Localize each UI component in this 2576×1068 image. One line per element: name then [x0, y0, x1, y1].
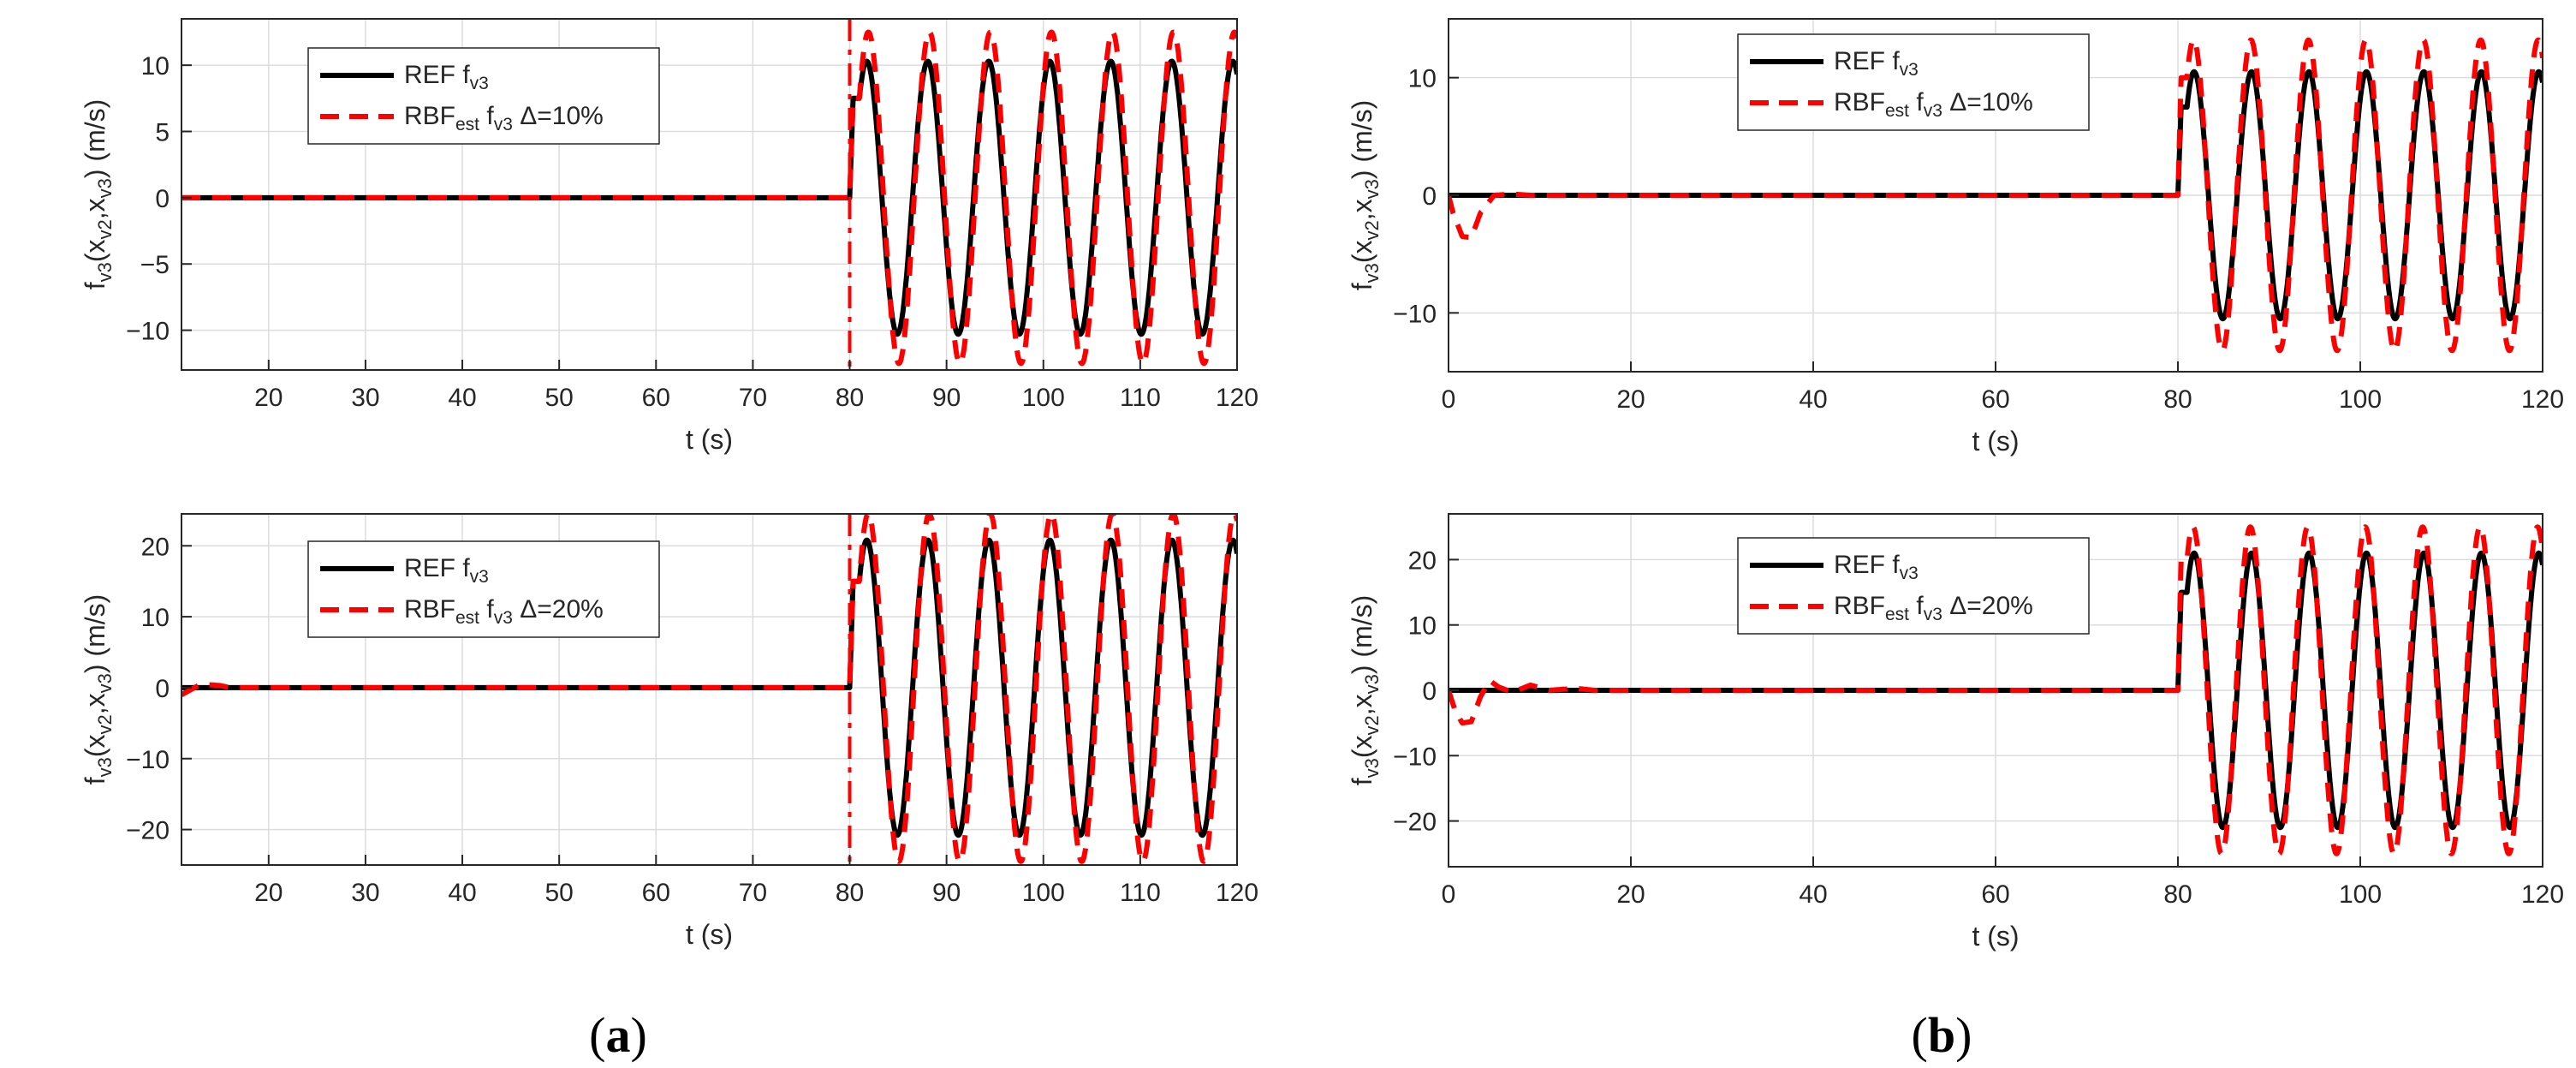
x-tick-label: 60	[1981, 385, 2009, 414]
legend: REF fv3 RBFest fv3 Δ=10%	[307, 47, 660, 145]
chart-b-top: 0 20 40 60 80 100 120 −10 0 10 t (s) fv3(xv2,xv3) (…	[1347, 18, 2564, 456]
legend: REF fv3 RBFest fv3 Δ=10%	[1737, 33, 2090, 131]
x-tick-label: 80	[2163, 385, 2192, 414]
y-tick-label: 0	[1422, 182, 1437, 211]
panel-label-b: (b)	[1912, 1007, 1972, 1063]
x-axis-label: t (s)	[1972, 921, 2019, 952]
series-layer	[1449, 524, 2543, 856]
x-tick-label: 120	[1216, 384, 1258, 412]
y-tick-label: 0	[155, 185, 170, 213]
series-line-est	[181, 29, 1237, 367]
series-line-est	[181, 514, 1237, 864]
x-tick-label: 90	[932, 384, 961, 412]
series-layer	[181, 29, 1237, 367]
x-tick-label: 20	[1616, 880, 1645, 909]
panel-label-a: (a)	[589, 1007, 647, 1063]
y-tick-label: 10	[1408, 612, 1437, 641]
series-layer	[181, 514, 1237, 864]
x-tick-label: 40	[448, 384, 476, 412]
y-axis-label: fv3(xv2,xv3) (m/s)	[80, 594, 116, 785]
x-tick-label: 0	[1442, 880, 1456, 909]
y-tick-label: −10	[1393, 743, 1437, 771]
y-tick-label: 10	[141, 52, 170, 81]
x-tick-label: 100	[1022, 879, 1065, 907]
legend: REF fv3 RBFest fv3 Δ=20%	[307, 540, 660, 638]
legend: REF fv3 RBFest fv3 Δ=20%	[1737, 537, 2090, 635]
y-tick-label: 0	[155, 675, 170, 703]
x-tick-label: 80	[836, 384, 864, 412]
y-tick-label: −5	[140, 251, 170, 279]
legend-entry-est: RBFest fv3 Δ=20%	[404, 595, 604, 628]
x-tick-label: 60	[642, 384, 670, 412]
x-tick-label: 80	[2163, 880, 2192, 909]
x-tick-label: 80	[836, 879, 864, 907]
x-tick-label: 30	[351, 384, 379, 412]
x-axis-label: t (s)	[686, 424, 733, 455]
legend-box	[1737, 537, 2090, 635]
x-axis-label: t (s)	[1972, 426, 2019, 456]
y-tick-label: 10	[141, 604, 170, 632]
x-tick-label: 20	[254, 879, 283, 907]
x-tick-label: 70	[739, 384, 767, 412]
x-tick-label: 60	[642, 879, 670, 907]
legend-entry-ref: REF fv3	[1834, 47, 1919, 80]
chart-b-bottom: 0 20 40 60 80 100 120 −20 −10 0 10 20 t (s) fv3(xv2,x…	[1347, 513, 2564, 952]
series-layer	[1449, 37, 2543, 354]
chart-a-top: 20 30 40 50 60 70 80 90 100 110 120 −10 −5 0 5 10 t (s) f…	[80, 18, 1258, 455]
x-tick-label: 100	[2339, 880, 2382, 909]
x-tick-label: 60	[1981, 880, 2009, 909]
legend-entry-ref: REF fv3	[404, 61, 489, 93]
axes-box	[181, 18, 1238, 371]
axes-box	[181, 513, 1238, 866]
x-tick-label: 70	[739, 879, 767, 907]
y-axis-label: fv3(xv2,xv3) (m/s)	[1347, 595, 1383, 786]
x-tick-label: 40	[1799, 385, 1827, 414]
y-tick-label: −10	[126, 318, 170, 346]
x-tick-label: 120	[2521, 385, 2564, 414]
x-tick-label: 100	[2339, 385, 2382, 414]
legend-box	[307, 540, 660, 638]
y-tick-label: 20	[1408, 546, 1437, 575]
legend-entry-ref: REF fv3	[1834, 551, 1919, 583]
y-tick-label: −20	[1393, 808, 1437, 837]
x-tick-label: 50	[544, 879, 573, 907]
y-tick-label: −20	[126, 817, 170, 845]
x-tick-label: 20	[254, 384, 283, 412]
x-tick-label: 120	[2521, 880, 2564, 909]
y-tick-label: −10	[126, 746, 170, 774]
x-tick-label: 40	[448, 879, 476, 907]
x-tick-label: 0	[1442, 385, 1456, 414]
x-tick-label: 100	[1022, 384, 1065, 412]
x-tick-label: 50	[544, 384, 573, 412]
y-axis-label: fv3(xv2,xv3) (m/s)	[1347, 100, 1383, 291]
y-tick-label: 10	[1408, 65, 1437, 93]
legend-entry-est: RBFest fv3 Δ=20%	[1834, 592, 2033, 624]
y-tick-label: −10	[1393, 300, 1437, 328]
x-tick-label: 110	[1120, 384, 1161, 412]
y-axis-label: fv3(xv2,xv3) (m/s)	[80, 99, 116, 290]
legend-box	[1737, 33, 2090, 131]
y-tick-label: 5	[155, 119, 170, 147]
x-tick-label: 30	[351, 879, 379, 907]
x-axis-label: t (s)	[686, 919, 733, 950]
legend-entry-ref: REF fv3	[404, 554, 489, 587]
legend-entry-est: RBFest fv3 Δ=10%	[1834, 88, 2033, 121]
x-tick-label: 120	[1216, 879, 1258, 907]
y-tick-label: 20	[141, 533, 170, 561]
y-tick-label: 0	[1422, 677, 1437, 706]
series-line-est	[1449, 524, 2543, 856]
x-tick-label: 20	[1616, 385, 1645, 414]
x-tick-label: 110	[1120, 879, 1161, 907]
x-tick-label: 90	[932, 879, 961, 907]
chart-a-bottom: 20 30 40 50 60 70 80 90 100 110 120 −20 −10 0 10 20 t (s…	[80, 513, 1258, 950]
series-line-est	[1449, 37, 2543, 354]
x-tick-label: 40	[1799, 880, 1827, 909]
legend-entry-est: RBFest fv3 Δ=10%	[404, 102, 604, 134]
legend-box	[307, 47, 660, 145]
